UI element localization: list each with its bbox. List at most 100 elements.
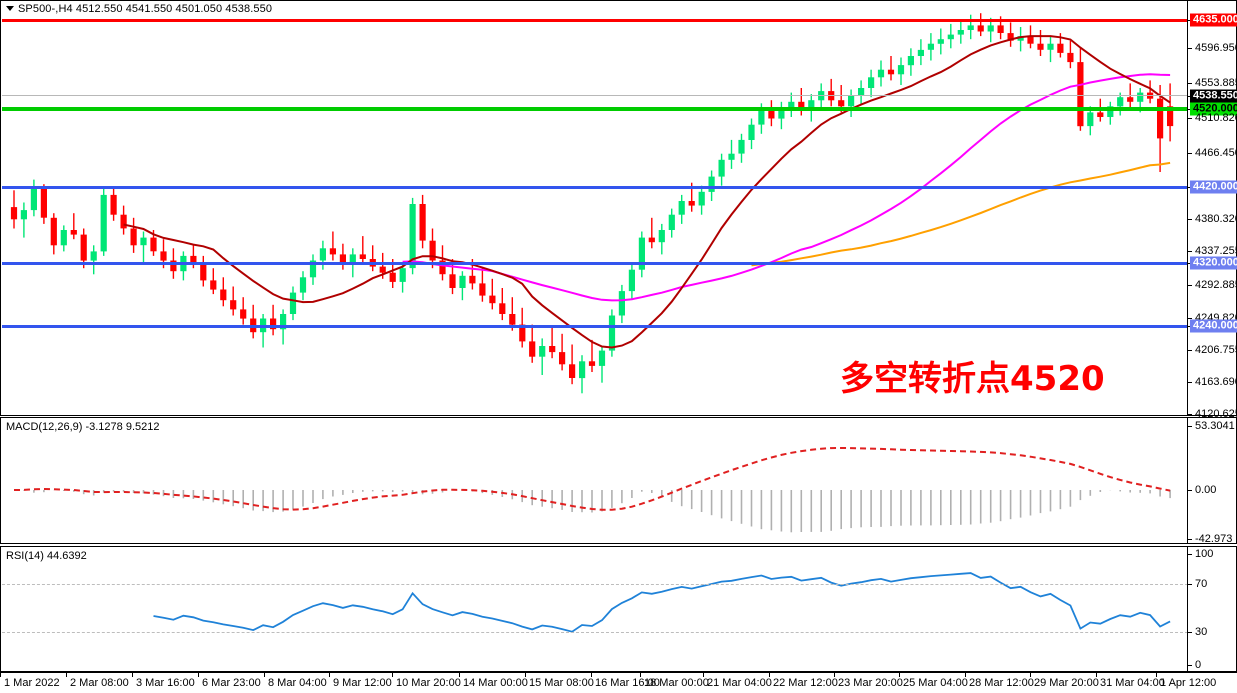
price-axis-label-4466-450: 4466.450 [1195, 147, 1237, 159]
rsi-axis-label-70: 70 [1195, 578, 1208, 590]
level-line-4240 [2, 325, 1188, 328]
time-axis-label: 22 Mar 12:00 [773, 677, 838, 689]
price-axis-label-4380-320: 4380.320 [1195, 213, 1237, 225]
time-axis[interactable]: 1 Mar 2022 2 Mar 08:00 3 Mar 16:00 6 Mar 23… [0, 672, 1237, 693]
price-axis-label-4292-885: 4292.885 [1195, 279, 1237, 291]
time-axis-label: 15 Mar 08:00 [529, 677, 594, 689]
time-axis-label: 1 Mar 2022 [4, 677, 60, 689]
time-tick [198, 673, 199, 677]
price-axis[interactable]: 4635.000 4596.950 4553.885 4538.550 4520.000… [1187, 1, 1237, 420]
time-tick [591, 673, 592, 677]
rsi-header: RSI(14) 44.6392 [6, 550, 87, 562]
time-tick [525, 673, 526, 677]
level-line-4320 [2, 262, 1188, 265]
time-axis-label: 31 Mar 04:00 [1100, 677, 1165, 689]
axis-tick [1188, 350, 1192, 351]
time-axis-label: 18 Mar 00:00 [644, 677, 709, 689]
price-plot-area[interactable]: 多空转折点4520 [2, 1, 1188, 415]
macd-header: MACD(12,26,9) -3.1278 9.5212 [6, 421, 160, 433]
rsi-axis-label-100: 100 [1195, 548, 1214, 560]
resistance-line-4635 [2, 19, 1188, 22]
rsi-axis-label-30: 30 [1195, 626, 1208, 638]
macd-plot-area[interactable] [2, 418, 1188, 543]
price-axis-label-4510-820: 4510.820 [1195, 112, 1237, 124]
price-axis-label-4163-690: 4163.690 [1195, 376, 1237, 388]
time-tick [459, 673, 460, 677]
axis-tick [1188, 153, 1192, 154]
symbol-header-text: SP500-,H4 4512.550 4541.550 4501.050 453… [18, 3, 273, 15]
ma-fast-line [123, 35, 1171, 349]
rsi-series [153, 572, 1171, 633]
time-axis-label: 3 Mar 16:00 [136, 677, 195, 689]
time-tick [132, 673, 133, 677]
axis-tick [1188, 382, 1192, 383]
macd-series [13, 446, 1171, 533]
time-tick [264, 673, 265, 677]
rsi-level-30-line [2, 632, 1188, 633]
axis-tick [1188, 219, 1192, 220]
price-annotation-text: 多空转折点4520 [840, 359, 1105, 399]
time-tick [1096, 673, 1097, 677]
price-axis-label-4553-885: 4553.885 [1195, 77, 1237, 89]
time-axis-label: 1 Apr 12:00 [1160, 677, 1217, 689]
rsi-axis[interactable]: 100 70 30 0 [1187, 547, 1236, 671]
price-axis-label-4635-000[interactable]: 4635.000 [1190, 13, 1237, 27]
time-tick [66, 673, 67, 677]
price-axis-label-4206-755: 4206.755 [1195, 344, 1237, 356]
time-axis-label: 8 Mar 04:00 [268, 677, 327, 689]
time-tick [703, 673, 704, 677]
macd-panel[interactable]: MACD(12,26,9) -3.1278 9.5212 53.3041 0.00… [0, 417, 1237, 545]
time-axis-label: 25 Mar 04:00 [903, 677, 968, 689]
axis-tick [1188, 118, 1192, 119]
symbol-header[interactable]: SP500-,H4 4512.550 4541.550 4501.050 453… [6, 3, 272, 15]
time-tick [392, 673, 393, 677]
macd-axis-label-533041: 53.3041 [1195, 420, 1235, 432]
axis-tick [1188, 48, 1192, 49]
rsi-panel[interactable]: RSI(14) 44.6392 100 70 30 0 [0, 546, 1237, 672]
axis-tick [1188, 554, 1192, 555]
price-axis-label-4320-000[interactable]: 4320.000 [1190, 256, 1237, 270]
price-chart-panel[interactable]: SP500-,H4 4512.550 4541.550 4501.050 453… [0, 0, 1237, 420]
axis-tick [1188, 285, 1192, 286]
axis-tick [1188, 83, 1192, 84]
price-axis-label-4337-255: 4337.255 [1195, 245, 1237, 257]
time-tick [329, 673, 330, 677]
time-axis-label: 2 Mar 08:00 [70, 677, 129, 689]
price-axis-label-4420-000[interactable]: 4420.000 [1190, 180, 1237, 194]
axis-tick [1188, 665, 1192, 666]
time-axis-label: 23 Mar 20:00 [838, 677, 903, 689]
time-tick [769, 673, 770, 677]
rsi-axis-label-0: 0 [1195, 659, 1202, 671]
rsi-line [153, 572, 1171, 633]
rsi-level-70-line [2, 584, 1188, 585]
current-price-line-4538 [2, 95, 1188, 96]
macd-axis-label-000: 0.00 [1195, 484, 1217, 496]
axis-tick [1188, 632, 1192, 633]
time-tick [899, 673, 900, 677]
time-axis-label: 10 Mar 20:00 [396, 677, 461, 689]
rsi-plot-area[interactable] [2, 547, 1188, 671]
time-axis-label: 29 Mar 20:00 [1034, 677, 1099, 689]
time-axis-label: 9 Mar 12:00 [333, 677, 392, 689]
ma-mid-line [402, 73, 1171, 302]
price-axis-label-4240-000[interactable]: 4240.000 [1190, 319, 1237, 333]
time-tick [1156, 673, 1157, 677]
ma-slow-line [751, 161, 1171, 267]
time-axis-label: 6 Mar 23:00 [202, 677, 261, 689]
price-axis-label-4538-550[interactable]: 4538.550 [1190, 89, 1237, 103]
axis-tick [1188, 414, 1192, 415]
axis-tick [1188, 539, 1192, 540]
price-axis-label-4596-950: 4596.950 [1195, 42, 1237, 54]
time-tick [834, 673, 835, 677]
time-tick [640, 673, 641, 677]
time-tick [1030, 673, 1031, 677]
axis-tick [1188, 426, 1192, 427]
time-tick [0, 673, 1, 677]
time-axis-label: 14 Mar 00:00 [463, 677, 528, 689]
price-axis-label-4520-000[interactable]: 4520.000 [1190, 102, 1237, 116]
macd-axis[interactable]: 53.3041 0.00 -42.973 [1187, 418, 1236, 545]
axis-tick [1188, 318, 1192, 319]
caret-down-icon[interactable] [6, 5, 14, 11]
support-line-4520 [2, 107, 1188, 111]
